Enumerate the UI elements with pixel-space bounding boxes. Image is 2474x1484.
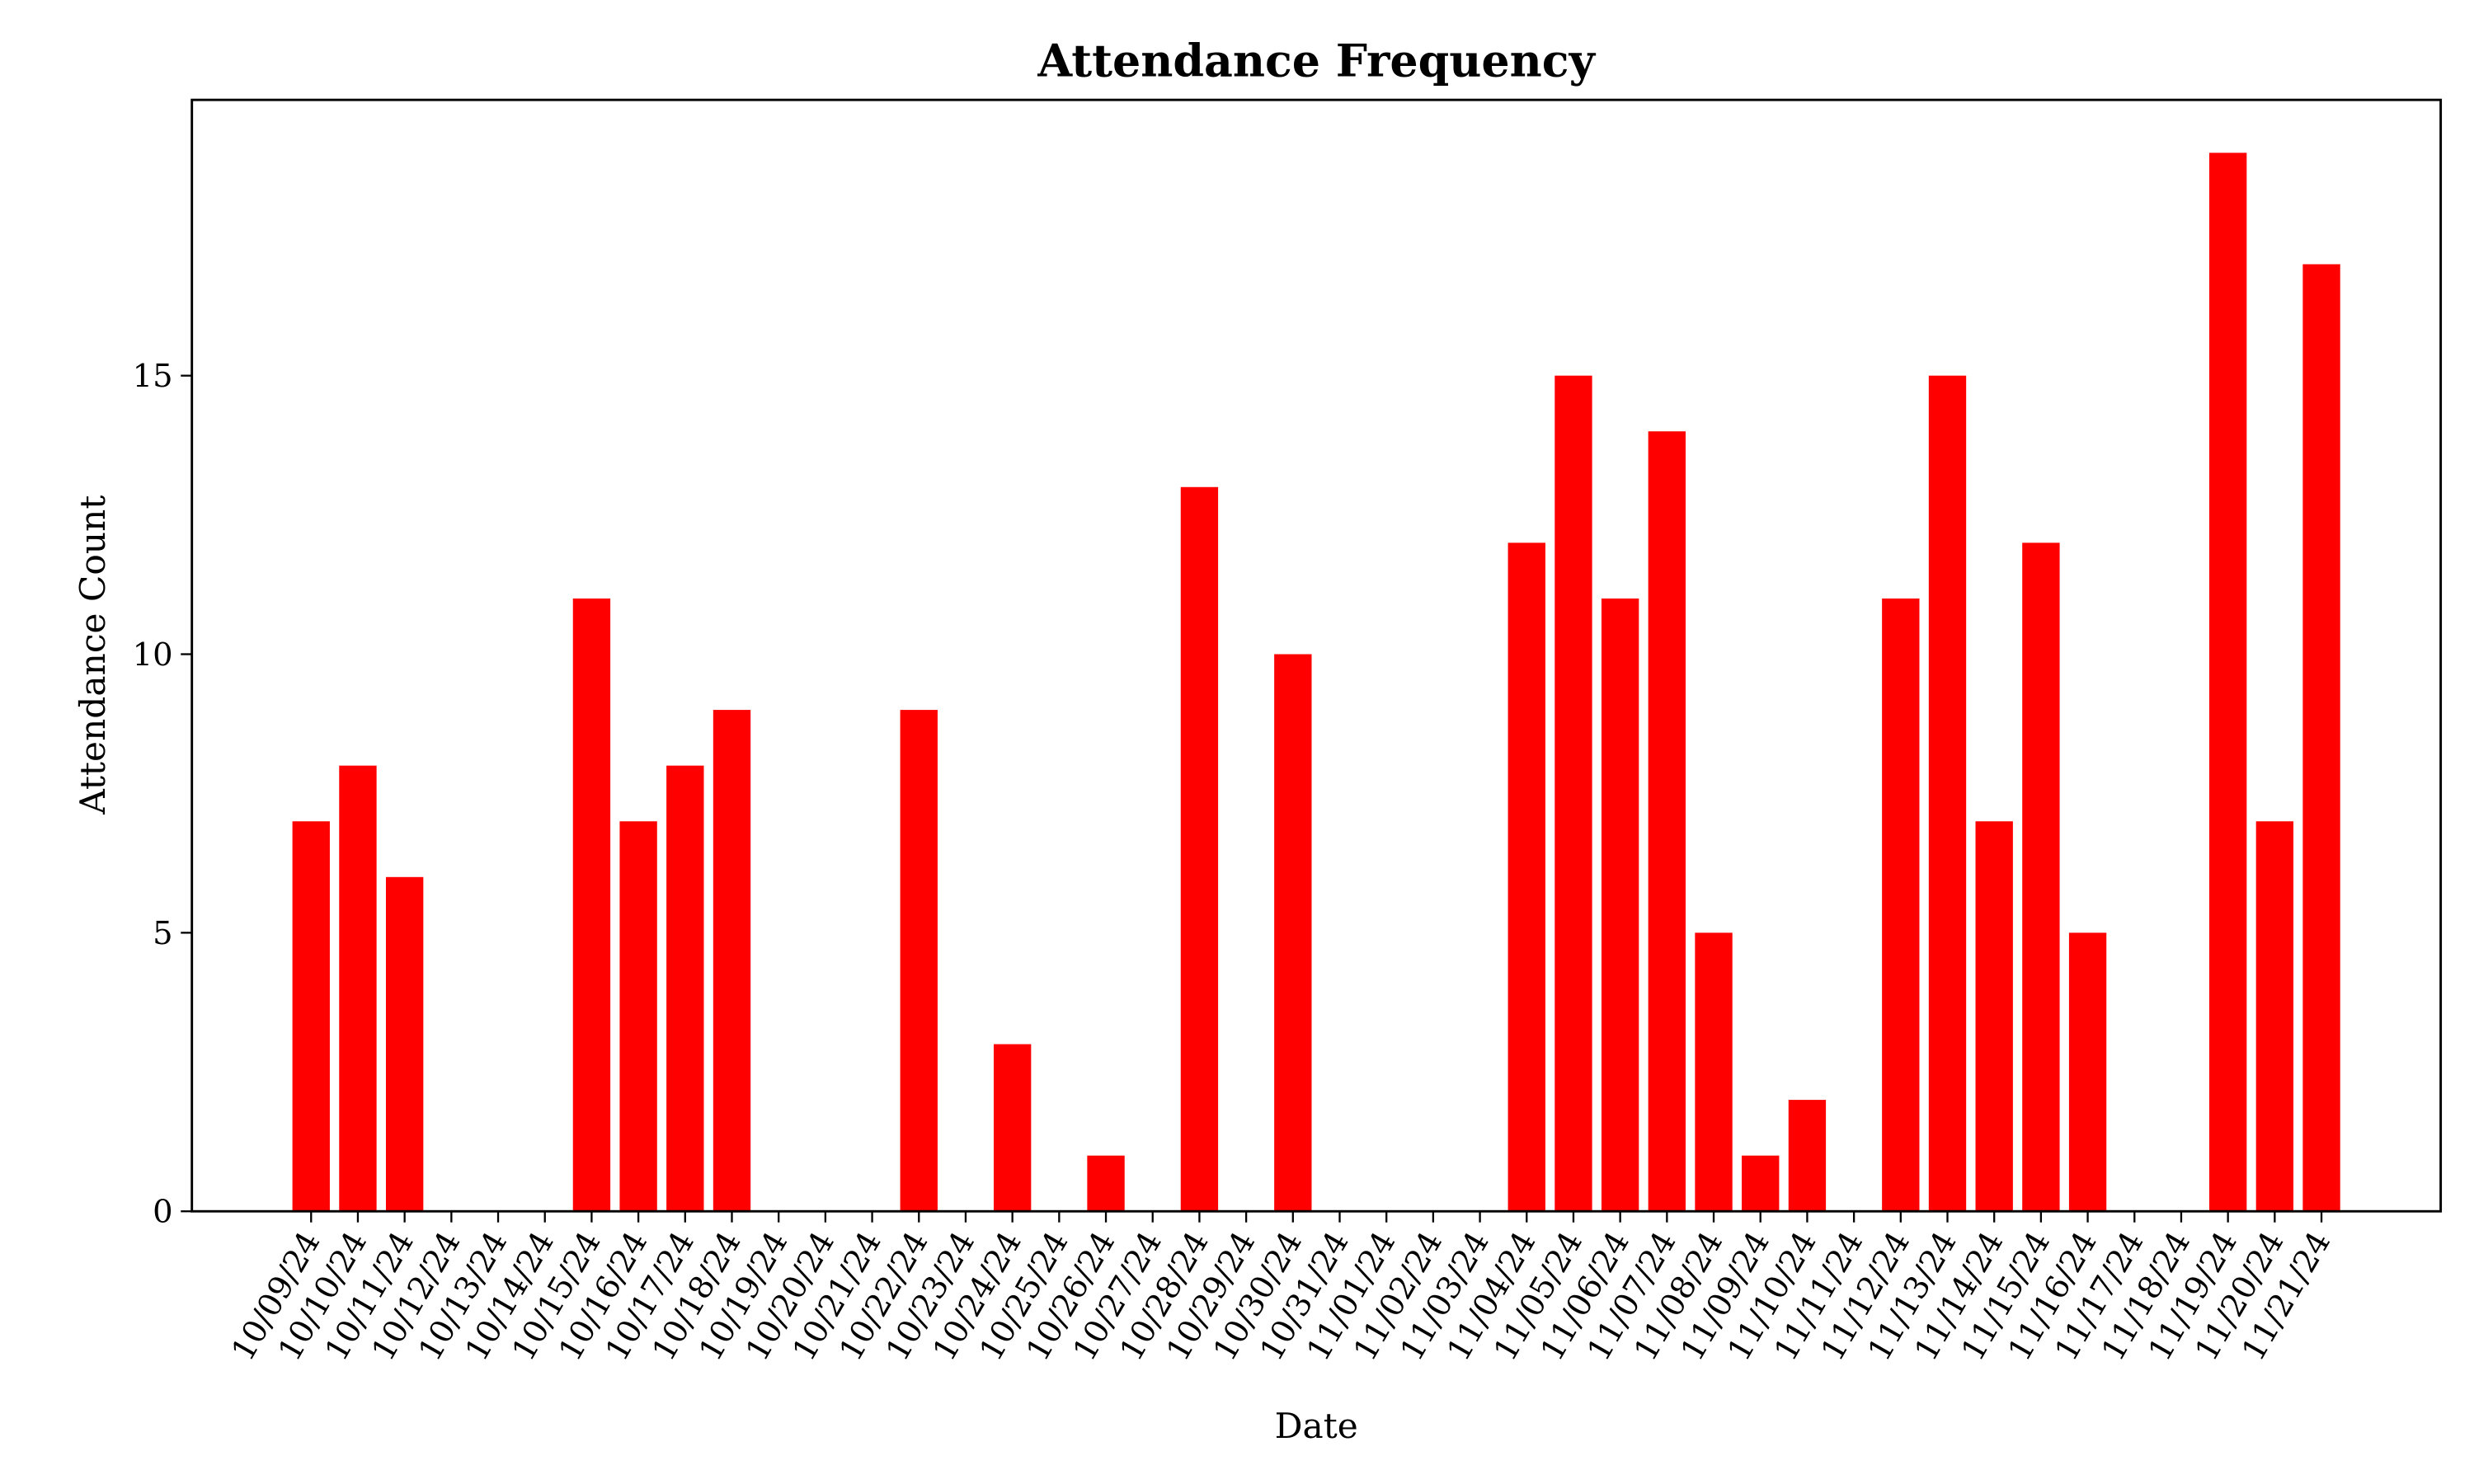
bar — [385, 876, 424, 1212]
bar — [993, 1044, 1032, 1212]
bar — [2208, 153, 2247, 1212]
bar — [572, 598, 611, 1212]
plot-frame — [190, 98, 2443, 1213]
y-tick-label: 0 — [153, 1194, 172, 1231]
bar — [2068, 932, 2107, 1212]
bar — [292, 821, 330, 1212]
bar — [2302, 264, 2340, 1212]
y-tick-label: 10 — [133, 636, 173, 674]
bar — [1742, 1155, 1780, 1212]
bar — [1695, 932, 1733, 1212]
y-axis-label: Attendance Count — [73, 495, 113, 815]
bar — [1601, 598, 1639, 1212]
bar — [339, 765, 377, 1212]
bar — [1180, 486, 1219, 1212]
bar — [1975, 821, 2013, 1212]
bar — [2255, 821, 2294, 1212]
bar — [1554, 375, 1592, 1212]
bar — [1274, 654, 1312, 1212]
bar — [2022, 542, 2060, 1212]
bar — [1788, 1100, 1827, 1212]
bar — [1507, 542, 1545, 1212]
y-tick-label: 5 — [153, 915, 172, 952]
bar — [1928, 375, 1967, 1212]
bar — [713, 710, 751, 1212]
x-axis-label: Date — [1275, 1406, 1358, 1446]
bar — [619, 821, 657, 1212]
bar — [1648, 431, 1686, 1212]
bar — [666, 765, 704, 1212]
bar — [1882, 598, 1920, 1212]
bar — [900, 710, 938, 1212]
y-tick-label: 15 — [133, 358, 173, 395]
bar — [1087, 1155, 1125, 1212]
chart-title: Attendance Frequency — [1037, 34, 1596, 87]
